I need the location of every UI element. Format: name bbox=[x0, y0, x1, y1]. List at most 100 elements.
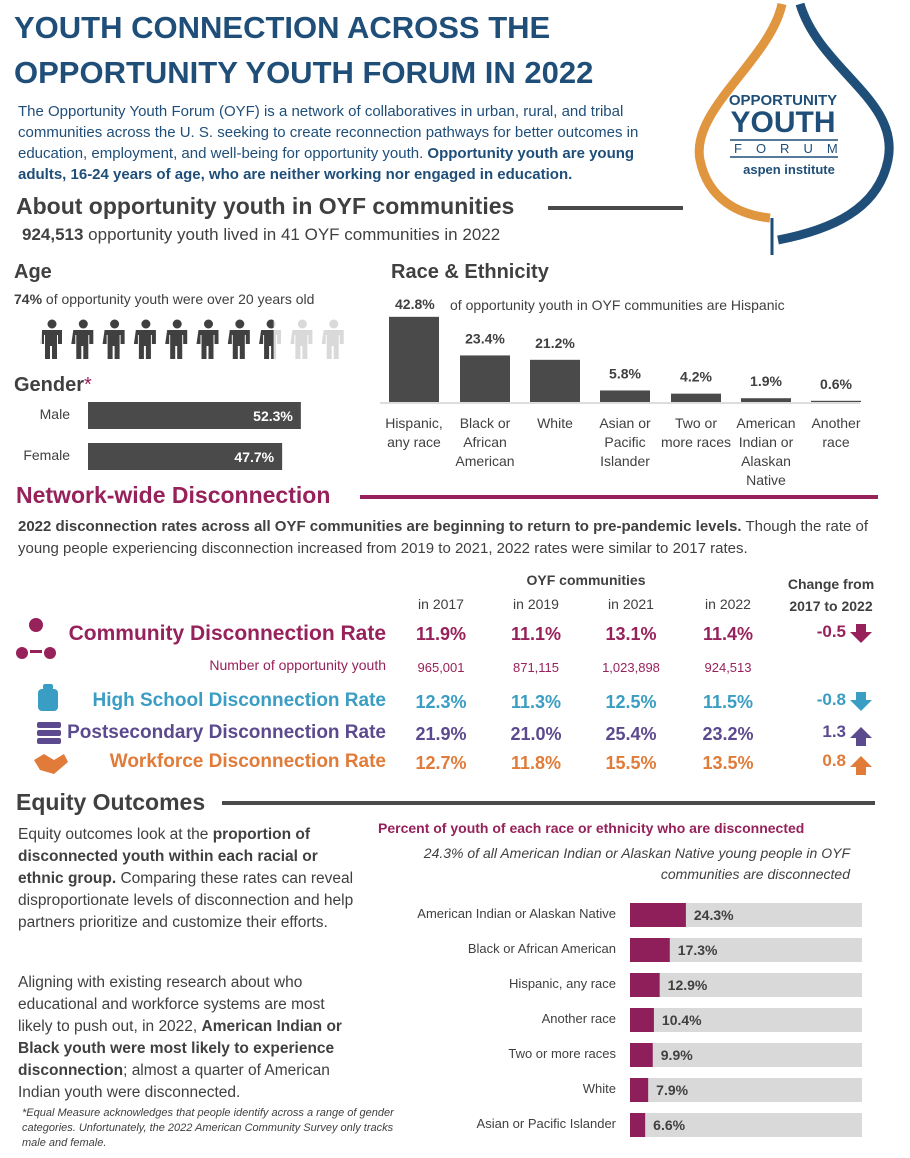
paragraph: Aligning with existing research about wh… bbox=[18, 972, 363, 1104]
cell: 13.5% bbox=[702, 753, 754, 773]
bar bbox=[630, 1113, 646, 1137]
cell: 871,115 bbox=[512, 660, 560, 675]
category-label: Another race bbox=[811, 415, 861, 450]
section-heading: About opportunity youth in OYF communiti… bbox=[16, 193, 515, 219]
text-run: 2022 disconnection rates across all OYF … bbox=[18, 518, 742, 535]
figure-head bbox=[47, 319, 57, 329]
footnote: *Equal Measure acknowledges that people … bbox=[22, 1107, 394, 1149]
figure-body bbox=[290, 330, 313, 359]
text-run: opportunity youth lived in 41 OYF commun… bbox=[83, 225, 501, 244]
bar bbox=[530, 359, 580, 402]
bar bbox=[630, 903, 686, 927]
arrow-up bbox=[850, 727, 872, 746]
bar bbox=[460, 355, 510, 402]
bar bbox=[600, 390, 650, 402]
change: -0.5 bbox=[816, 622, 846, 641]
figure-body bbox=[42, 330, 62, 359]
figure-body bbox=[71, 330, 94, 359]
value-label: 21.2% bbox=[535, 335, 575, 351]
value-label: 6.6% bbox=[653, 1117, 685, 1133]
figure-body bbox=[196, 330, 219, 359]
bar bbox=[811, 400, 861, 402]
figure-head bbox=[78, 319, 88, 329]
change-header: Change from 2017 to 2022 bbox=[787, 576, 875, 614]
figure-head bbox=[141, 319, 151, 329]
track bbox=[630, 1113, 862, 1137]
change: 1.3 bbox=[822, 722, 846, 741]
column-header: in 2019 bbox=[513, 596, 559, 612]
category-label: Hispanic, any race bbox=[385, 415, 443, 450]
bar bbox=[389, 316, 439, 402]
bar bbox=[88, 443, 283, 470]
icon-community bbox=[16, 618, 56, 659]
figures bbox=[42, 319, 274, 359]
cell: 21.0% bbox=[510, 724, 562, 744]
row-label: High School Disconnection Rate bbox=[92, 690, 386, 711]
category-label: Two or more races bbox=[508, 1046, 616, 1061]
bar bbox=[630, 938, 670, 962]
text-run: Comparing these rates can reveal disprop… bbox=[18, 870, 354, 931]
bar bbox=[630, 1043, 653, 1067]
value-label: 42.8% bbox=[395, 296, 435, 312]
text-run: 924,513 bbox=[22, 225, 84, 244]
value-label: 4.2% bbox=[680, 369, 712, 385]
heading-text: Gender bbox=[14, 374, 85, 396]
figure-head bbox=[204, 319, 213, 329]
cell: 12.3% bbox=[415, 692, 467, 712]
cell: 11.5% bbox=[702, 692, 754, 712]
figure-body bbox=[227, 330, 250, 359]
category-label: White bbox=[537, 415, 573, 431]
rule bbox=[548, 206, 683, 210]
bar bbox=[88, 402, 301, 429]
value-label: 24.3% bbox=[694, 907, 734, 923]
paragraph: Equity outcomes look at the proportion o… bbox=[18, 824, 363, 934]
category-label: Black or African American bbox=[455, 415, 515, 469]
lead: 2022 disconnection rates across all OYF … bbox=[18, 516, 888, 560]
bar bbox=[630, 973, 660, 997]
cell: 15.5% bbox=[605, 753, 657, 773]
figure-head bbox=[172, 319, 182, 329]
category-label: Male bbox=[39, 406, 70, 422]
icon-school bbox=[38, 684, 58, 711]
figure-head bbox=[110, 319, 120, 329]
category-label: American Indian or Alaskan Native bbox=[736, 415, 796, 488]
logo-text: YOUTH bbox=[730, 106, 836, 139]
category-label: Female bbox=[23, 447, 70, 463]
figure-head bbox=[297, 319, 307, 329]
track bbox=[630, 1043, 862, 1067]
cell: 11.4% bbox=[702, 624, 754, 644]
row-label: Community Disconnection Rate bbox=[68, 622, 386, 645]
category-label: Black or African American bbox=[467, 941, 616, 956]
cell: 12.7% bbox=[415, 753, 467, 773]
category-label: Asian or Pacific Islander bbox=[476, 1116, 616, 1131]
text-run: Aligning with existing research about wh… bbox=[18, 974, 325, 1035]
asterisk: * bbox=[84, 374, 92, 396]
category-label: Another race bbox=[541, 1011, 616, 1026]
column-header: in 2017 bbox=[418, 596, 464, 612]
category-label: American Indian or Alaskan Native bbox=[417, 906, 616, 921]
cell: 1,023,898 bbox=[602, 660, 660, 675]
row-label: Postsecondary Disconnection Rate bbox=[67, 722, 386, 743]
value-label: 9.9% bbox=[661, 1047, 693, 1063]
cell: 25.4% bbox=[605, 724, 657, 744]
title: OPPORTUNITY YOUTH FORUM IN 2022 bbox=[14, 55, 594, 90]
value-label: 7.9% bbox=[656, 1082, 688, 1098]
logo-arc bbox=[777, 2, 894, 245]
logo-text: FORUM bbox=[734, 141, 852, 156]
cell: 23.2% bbox=[702, 724, 754, 744]
chart-title: Percent of youth of each race or ethnici… bbox=[378, 820, 805, 836]
section-heading: Equity Outcomes bbox=[16, 789, 206, 815]
track bbox=[630, 973, 862, 997]
text-run: Opportunity youth are young adults, 16-2… bbox=[18, 145, 635, 183]
track bbox=[630, 1078, 862, 1102]
title: YOUTH CONNECTION ACROSS THE bbox=[14, 10, 551, 45]
cell: 13.1% bbox=[605, 624, 657, 644]
cell: 12.5% bbox=[605, 692, 657, 712]
figure-head bbox=[235, 319, 245, 329]
bar bbox=[671, 393, 721, 402]
cell: 11.8% bbox=[510, 753, 562, 773]
heading: Race & Ethnicity bbox=[391, 261, 549, 283]
rule bbox=[360, 495, 878, 499]
